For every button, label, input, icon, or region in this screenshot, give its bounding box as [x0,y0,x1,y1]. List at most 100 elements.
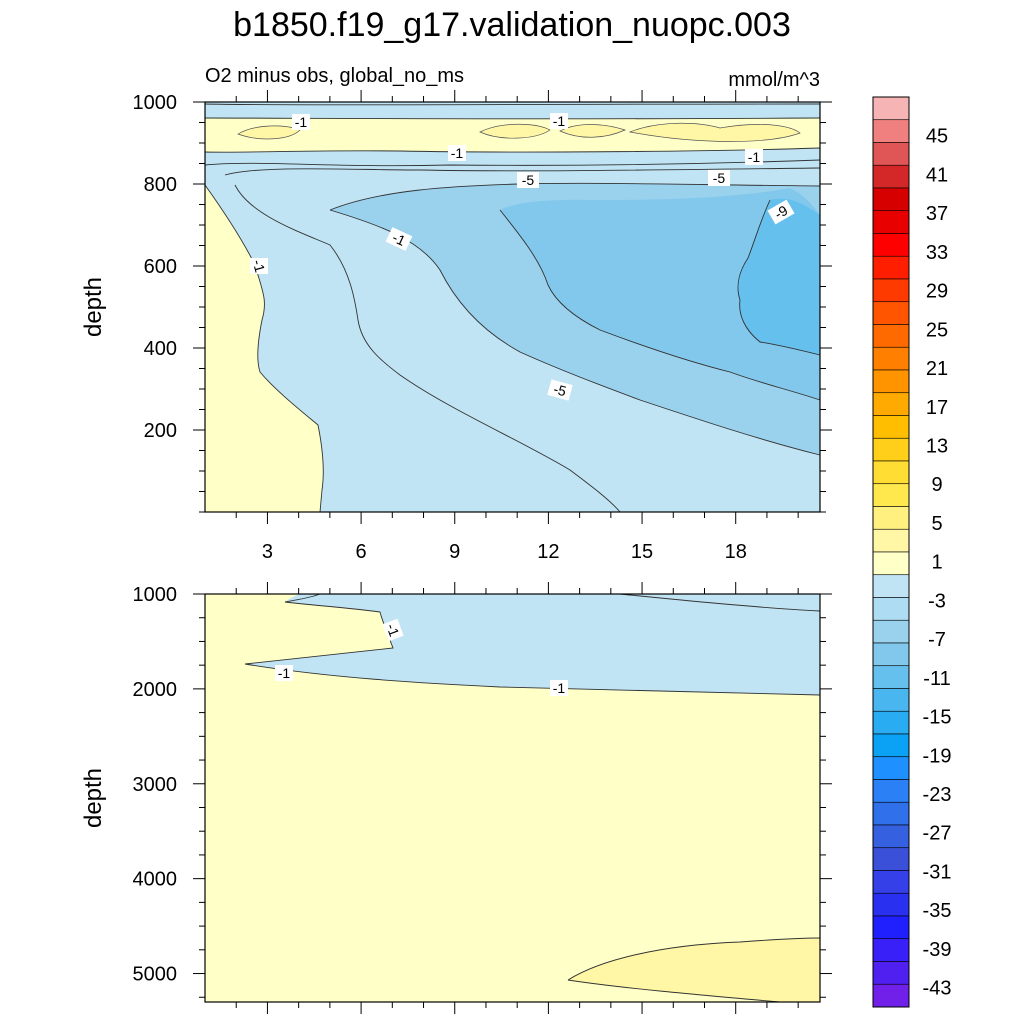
lower-y-tick-label: 3000 [133,774,178,796]
colorbar-swatch [872,392,910,416]
colorbar-label: -43 [923,978,952,1000]
colorbar-swatch [872,483,910,507]
colorbar-swatch [872,756,910,780]
colorbar-swatch [872,801,910,826]
upper-x-axis: 3 6 9 12 15 18 [235,90,799,563]
colorbar-label: -3 [928,590,946,612]
colorbar-swatch [872,938,910,962]
colorbar-swatch [872,915,910,940]
lower-label-2: -1 [278,665,291,681]
lower-contour-labels: -1 -1 -1 [275,618,568,696]
x-tick-label: 3 [262,541,273,563]
colorbar-swatch [872,528,910,553]
chart-units: mmol/m^3 [728,69,820,91]
upper-label-2: -1 [553,113,566,129]
lower-y-tick-label: 2000 [133,679,178,701]
colorbar-swatch [872,779,910,803]
colorbar-swatch [872,324,910,348]
colorbar-swatch [872,437,910,462]
upper-fill-minus11 [737,198,820,355]
colorbar-swatch [872,119,910,143]
colorbar-swatch [872,961,910,985]
colorbar-swatch [872,642,910,667]
colorbar-label: 13 [926,436,948,458]
colorbar-swatch [872,619,910,644]
upper-y-tick-label: 800 [144,174,177,196]
x-tick-label: 9 [449,541,460,563]
upper-panel: -1 -1 -1 -1 -1 -5 -5 -9 -1 -5 200 400 600 8… [80,90,832,563]
colorbar-swatch [872,369,910,394]
x-tick-label: 6 [356,541,367,563]
lower-y-axis-label: depth [80,768,107,828]
upper-y-axis: 200 400 600 800 1000 [133,92,832,513]
colorbar-swatch [872,301,910,325]
colorbar-swatch [872,164,910,189]
upper-label-1: -1 [295,114,308,130]
lower-x-axis [235,582,799,1014]
colorbar-swatch [872,870,910,894]
upper-label-3: -1 [451,145,464,161]
colorbar-swatch [872,688,910,712]
upper-label-10: -5 [552,381,568,400]
chart-subtitle-left: O2 minus obs, global_no_ms [205,65,464,87]
colorbar-swatch [872,142,910,166]
colorbar-label: -23 [923,784,952,806]
colorbar-swatch [872,255,910,280]
upper-contour-lines [204,103,821,513]
colorbar-swatch [872,551,910,576]
colorbar-label: 37 [926,203,948,225]
colorbar-swatch [872,824,910,849]
colorbar-label: 21 [926,358,948,380]
upper-label-4: -1 [748,149,761,165]
lower-panel: -1 -1 -1 1000 2000 3000 4000 5000 depth [80,582,832,1014]
colorbar-swatch [872,278,910,303]
upper-blob-4 [628,122,801,142]
colorbar-label: -15 [923,707,952,729]
colorbar-frame [872,96,910,1008]
colorbar-swatch [872,210,910,234]
upper-y-tick-label: 200 [144,420,177,442]
x-tick-label: 18 [725,541,747,563]
upper-y-tick-label: 600 [144,256,177,278]
upper-label-5: -1 [250,258,269,274]
colorbar-label: 17 [926,397,948,419]
lower-plot-frame [204,593,821,1003]
colorbar-label: -27 [923,823,952,845]
colorbar-swatch [872,710,910,735]
colorbar-swatch [872,233,910,257]
colorbar-swatch [872,574,910,598]
upper-label-7: -5 [713,170,726,186]
colorbar-swatch [872,460,910,485]
colorbar-swatch [872,733,910,758]
colorbar-label: 45 [926,126,948,148]
upper-fill-top-strip [205,102,820,119]
lower-y-tick-label: 1000 [133,584,178,606]
lower-y-tick-label: 5000 [133,964,178,986]
colorbar-swatch [872,892,910,917]
lower-fill-positive-deep [568,938,820,1002]
upper-fill-minus9 [500,188,820,400]
upper-y-axis-label: depth [80,277,107,337]
x-tick-label: 12 [537,541,559,563]
upper-blob-2 [479,123,551,139]
upper-y-tick-label: 1000 [133,92,178,114]
colorbar-label: -35 [923,900,952,922]
colorbar-swatch [872,187,910,212]
colorbar-label: 1 [931,552,942,574]
lower-contour-lines [244,593,821,1003]
colorbar-label: 33 [926,242,948,264]
colorbar-label: 25 [926,319,948,341]
colorbar-label: -39 [923,939,952,961]
colorbar: 45 41 37 33 29 25 21 17 13 9 5 1 -3 -7 -11 -15 -19 -23 -27… [872,96,952,1008]
lower-fill-minus3 [245,594,820,695]
upper-label-6: -5 [522,172,535,188]
lower-y-axis: 1000 2000 3000 4000 5000 [133,584,832,998]
colorbar-swatch [872,96,910,121]
colorbar-swatch [872,597,910,621]
lower-label-1: -1 [383,621,402,638]
colorbar-swatch [872,983,910,1008]
colorbar-label: -31 [923,861,952,883]
lower-label-3: -1 [553,680,566,696]
upper-blob-3 [559,124,626,138]
colorbar-label: -19 [923,745,952,767]
